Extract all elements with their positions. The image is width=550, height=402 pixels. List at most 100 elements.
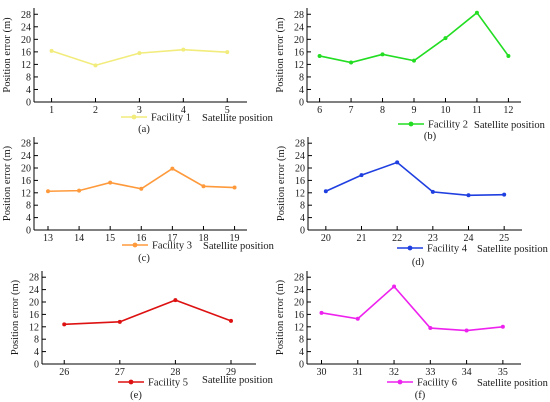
data-point bbox=[45, 189, 50, 194]
x-axis-label: Satellite position bbox=[203, 241, 275, 252]
x-tick-label: 23 bbox=[428, 233, 438, 244]
data-point bbox=[395, 160, 400, 165]
y-tick-label: 8 bbox=[299, 335, 304, 346]
legend-label: Facility 6 bbox=[417, 378, 457, 389]
legend-label: Facility 1 bbox=[151, 113, 191, 124]
x-tick-label: 32 bbox=[389, 367, 399, 378]
legend-label: Facility 5 bbox=[148, 378, 188, 389]
x-tick-label: 14 bbox=[74, 233, 84, 244]
panel-label: (c) bbox=[138, 253, 150, 264]
y-axis-label: Position error (m) bbox=[2, 145, 13, 221]
y-tick-label: 16 bbox=[21, 47, 31, 58]
data-point bbox=[117, 319, 122, 324]
data-point bbox=[170, 166, 175, 171]
data-point bbox=[474, 10, 479, 15]
y-tick-label: 28 bbox=[21, 139, 31, 150]
legend-label: Facility 2 bbox=[428, 120, 468, 131]
x-tick-label: 31 bbox=[353, 367, 363, 378]
y-axis-label: Position error (m) bbox=[2, 17, 13, 93]
y-tick-label: 20 bbox=[294, 35, 304, 46]
y-tick-label: 0 bbox=[26, 226, 31, 237]
y-axis-label: Position error (m) bbox=[276, 145, 287, 221]
data-point bbox=[359, 173, 364, 178]
y-tick-label: 0 bbox=[300, 226, 305, 237]
data-point bbox=[380, 52, 385, 57]
y-tick-label: 12 bbox=[29, 322, 39, 333]
y-tick-label: 4 bbox=[26, 213, 31, 224]
data-point bbox=[355, 316, 360, 321]
data-point bbox=[392, 284, 397, 289]
y-axis-label: Position error (m) bbox=[275, 279, 286, 355]
data-point bbox=[77, 188, 82, 193]
y-tick-label: 12 bbox=[295, 188, 305, 199]
data-point bbox=[201, 184, 206, 189]
y-tick-label: 16 bbox=[21, 176, 31, 187]
x-tick-label: 20 bbox=[321, 233, 331, 244]
x-tick-label: 1 bbox=[49, 105, 54, 116]
y-tick-label: 8 bbox=[26, 72, 31, 83]
y-tick-label: 12 bbox=[21, 188, 31, 199]
x-tick-label: 27 bbox=[115, 367, 125, 378]
y-tick-label: 12 bbox=[21, 60, 31, 71]
y-tick-label: 16 bbox=[295, 176, 305, 187]
x-tick-label: 18 bbox=[198, 233, 208, 244]
panel-label: (e) bbox=[130, 390, 142, 401]
x-axis-label: Satellite position bbox=[202, 375, 274, 386]
y-tick-label: 12 bbox=[294, 322, 304, 333]
x-tick-label: 26 bbox=[59, 367, 69, 378]
x-tick-label: 21 bbox=[357, 233, 367, 244]
data-point bbox=[349, 60, 354, 65]
x-tick-label: 34 bbox=[462, 367, 472, 378]
y-tick-label: 8 bbox=[26, 201, 31, 212]
y-tick-label: 20 bbox=[294, 298, 304, 309]
y-tick-label: 8 bbox=[299, 72, 304, 83]
y-tick-label: 4 bbox=[299, 347, 304, 358]
y-tick-label: 8 bbox=[300, 201, 305, 212]
x-tick-label: 4 bbox=[181, 105, 186, 116]
data-point bbox=[323, 189, 328, 194]
x-tick-label: 9 bbox=[412, 105, 417, 116]
y-tick-label: 28 bbox=[294, 273, 304, 284]
data-point bbox=[319, 310, 324, 315]
x-tick-label: 35 bbox=[498, 367, 508, 378]
data-point bbox=[443, 36, 448, 41]
y-tick-label: 24 bbox=[21, 151, 31, 162]
data-point bbox=[62, 322, 67, 327]
data-point bbox=[181, 47, 186, 52]
data-point bbox=[173, 298, 178, 303]
legend-marker bbox=[407, 245, 413, 251]
y-tick-label: 28 bbox=[295, 139, 305, 150]
data-point bbox=[49, 48, 54, 53]
data-point bbox=[502, 192, 507, 197]
legend-marker bbox=[397, 379, 403, 385]
y-tick-label: 24 bbox=[294, 22, 304, 33]
y-tick-label: 0 bbox=[299, 98, 304, 109]
data-point bbox=[466, 193, 471, 198]
x-axis-label: Satellite position bbox=[474, 120, 546, 131]
series-line bbox=[321, 285, 503, 332]
x-tick-label: 12 bbox=[503, 105, 513, 116]
x-tick-label: 19 bbox=[230, 233, 240, 244]
data-point bbox=[93, 63, 98, 68]
legend-marker bbox=[128, 379, 134, 385]
data-point bbox=[428, 326, 433, 331]
y-tick-label: 24 bbox=[294, 285, 304, 296]
panel-label: (d) bbox=[412, 257, 425, 268]
x-tick-label: 3 bbox=[137, 105, 142, 116]
data-point bbox=[137, 51, 142, 56]
y-tick-label: 20 bbox=[295, 164, 305, 175]
series-line bbox=[64, 299, 232, 326]
y-tick-label: 4 bbox=[34, 347, 39, 358]
series-line bbox=[325, 161, 505, 197]
x-tick-label: 17 bbox=[167, 233, 177, 244]
panel-label: (b) bbox=[424, 131, 437, 142]
y-tick-label: 28 bbox=[29, 273, 39, 284]
x-axis-label: Satellite position bbox=[202, 113, 274, 124]
y-tick-label: 20 bbox=[21, 35, 31, 46]
y-tick-label: 4 bbox=[26, 85, 31, 96]
x-tick-label: 5 bbox=[225, 105, 230, 116]
data-point bbox=[232, 185, 237, 190]
